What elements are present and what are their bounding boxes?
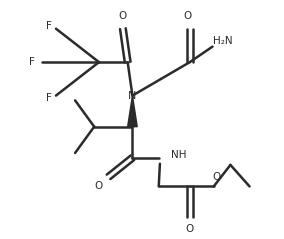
- Polygon shape: [128, 96, 137, 127]
- Text: NH: NH: [171, 150, 186, 160]
- Text: N: N: [128, 91, 137, 101]
- Text: F: F: [29, 57, 35, 67]
- Text: O: O: [95, 181, 103, 191]
- Text: F: F: [46, 21, 52, 31]
- Text: F: F: [46, 93, 52, 103]
- Text: O: O: [183, 11, 191, 21]
- Text: O: O: [119, 11, 127, 21]
- Text: O: O: [212, 172, 220, 182]
- Text: O: O: [186, 224, 194, 234]
- Text: H₂N: H₂N: [214, 36, 233, 46]
